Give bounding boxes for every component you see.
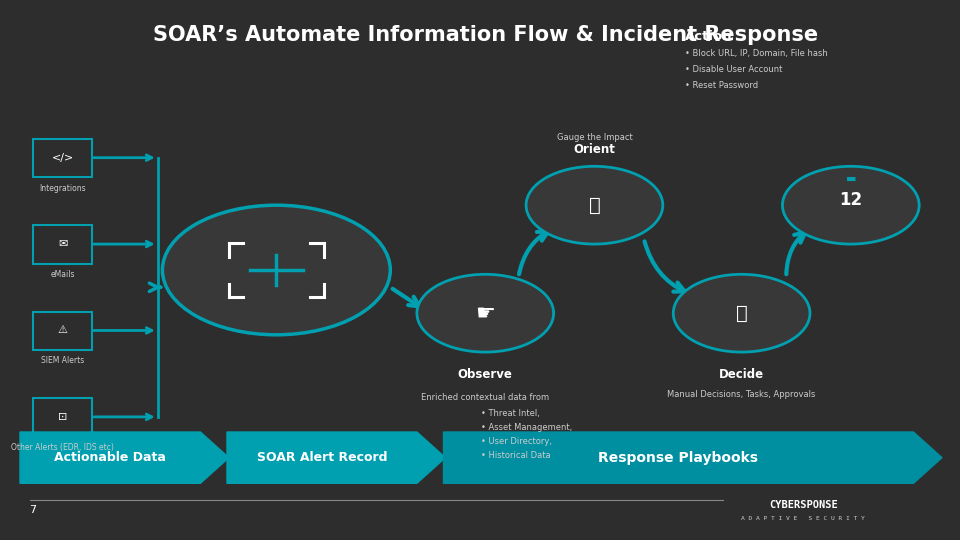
Text: Decide: Decide <box>719 368 764 381</box>
Text: • User Directory,: • User Directory, <box>481 437 551 446</box>
Text: SOAR Alert Record: SOAR Alert Record <box>256 451 387 464</box>
Text: Other Alerts (EDR, IDS etc): Other Alerts (EDR, IDS etc) <box>12 443 114 452</box>
Polygon shape <box>444 432 942 483</box>
Text: 7: 7 <box>30 505 36 515</box>
Text: </>: </> <box>52 153 74 163</box>
Text: • Disable User Account: • Disable User Account <box>684 65 782 74</box>
Text: Response Playbooks: Response Playbooks <box>598 451 758 464</box>
Text: • Threat Intel,: • Threat Intel, <box>481 409 540 418</box>
Text: Orient: Orient <box>573 143 615 156</box>
Circle shape <box>526 166 662 244</box>
Text: ☛: ☛ <box>475 303 495 323</box>
Text: • Historical Data: • Historical Data <box>481 451 550 460</box>
Text: • Block URL, IP, Domain, File hash: • Block URL, IP, Domain, File hash <box>684 49 828 58</box>
Text: 🔑: 🔑 <box>735 303 748 323</box>
Text: ✉: ✉ <box>58 239 67 249</box>
Text: • Asset Management,: • Asset Management, <box>481 423 572 432</box>
Text: Gauge the Impact: Gauge the Impact <box>557 133 633 142</box>
Text: 🏛: 🏛 <box>588 195 600 215</box>
Text: Observe: Observe <box>458 368 513 381</box>
Text: A D A P T I V E   S E C U R I T Y: A D A P T I V E S E C U R I T Y <box>741 516 865 521</box>
Text: Action: Action <box>684 30 732 43</box>
Text: ⊡: ⊡ <box>58 412 67 422</box>
Text: CYBERSPONSE: CYBERSPONSE <box>769 500 838 510</box>
Text: eMails: eMails <box>51 270 75 279</box>
Text: Manual Decisions, Tasks, Approvals: Manual Decisions, Tasks, Approvals <box>667 390 816 399</box>
Polygon shape <box>227 432 445 483</box>
Circle shape <box>673 274 810 352</box>
Text: 12: 12 <box>839 191 862 209</box>
Text: ⚠: ⚠ <box>58 326 68 335</box>
Circle shape <box>782 166 919 244</box>
Text: SOAR’s Automate Information Flow & Incident Response: SOAR’s Automate Information Flow & Incid… <box>153 25 818 45</box>
Circle shape <box>417 274 554 352</box>
Text: Enriched contextual data from: Enriched contextual data from <box>421 393 549 402</box>
Text: Integrations: Integrations <box>39 184 86 193</box>
Text: • Reset Password: • Reset Password <box>684 81 757 90</box>
Circle shape <box>162 205 391 335</box>
Text: ▬: ▬ <box>846 174 856 184</box>
Polygon shape <box>20 432 228 483</box>
Text: SIEM Alerts: SIEM Alerts <box>41 356 84 366</box>
Text: Actionable Data: Actionable Data <box>55 451 166 464</box>
